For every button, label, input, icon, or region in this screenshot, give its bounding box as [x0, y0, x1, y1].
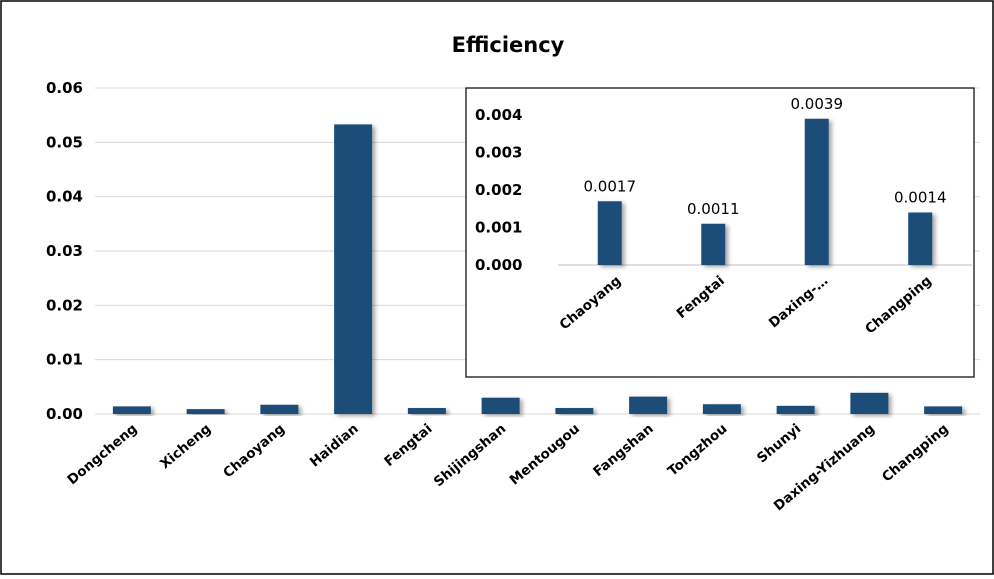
inset-data-label-chaoyang: 0.0017: [584, 177, 637, 195]
inset-bar-chaoyang: [597, 201, 622, 265]
y-tick-label: 0.03: [46, 242, 83, 260]
bar-fengtai: [407, 408, 446, 414]
inset-y-tick-label: 0.003: [475, 144, 522, 162]
y-tick-label: 0.06: [46, 79, 83, 97]
inset-y-tick-label: 0.002: [475, 181, 522, 199]
bar-shijingshan: [481, 397, 520, 414]
inset-y-tick-label: 0.000: [475, 256, 522, 274]
y-tick-label: 0.04: [46, 188, 83, 206]
bar-fangshan: [629, 396, 668, 414]
bar-mentougou: [555, 408, 594, 414]
bar-chaoyang: [260, 404, 299, 414]
bar-shunyi: [776, 405, 815, 414]
bar-daxing-yizhuang: [850, 392, 889, 414]
inset-chart: 0.000 0.001 0.002 0.003 0.004 0.0017 0.0011 0.…: [465, 87, 975, 378]
y-tick-label: 0.02: [46, 296, 83, 314]
y-tick-label: 0.05: [46, 133, 83, 151]
inset-y-tick-label: 0.001: [475, 219, 522, 237]
inset-border: [465, 87, 975, 378]
inset-data-label-fengtai: 0.0011: [687, 200, 740, 218]
inset-bar-daxing: [804, 118, 829, 265]
y-tick-label: 0.01: [46, 351, 83, 369]
chart-title: Efficiency: [452, 33, 565, 57]
bar-dongcheng: [112, 406, 151, 414]
bar-tongzhou: [702, 404, 741, 414]
inset-y-tick-label: 0.004: [475, 106, 522, 124]
inset-bar-fengtai: [701, 223, 726, 265]
inset-data-label-daxing: 0.0039: [791, 95, 844, 113]
bar-xicheng: [186, 409, 225, 414]
y-tick-label: 0.00: [46, 405, 83, 423]
inset-bar-changping: [908, 212, 933, 265]
bar-haidian: [334, 124, 373, 415]
bar-changping: [924, 406, 963, 414]
inset-data-label-changping: 0.0014: [894, 189, 947, 207]
